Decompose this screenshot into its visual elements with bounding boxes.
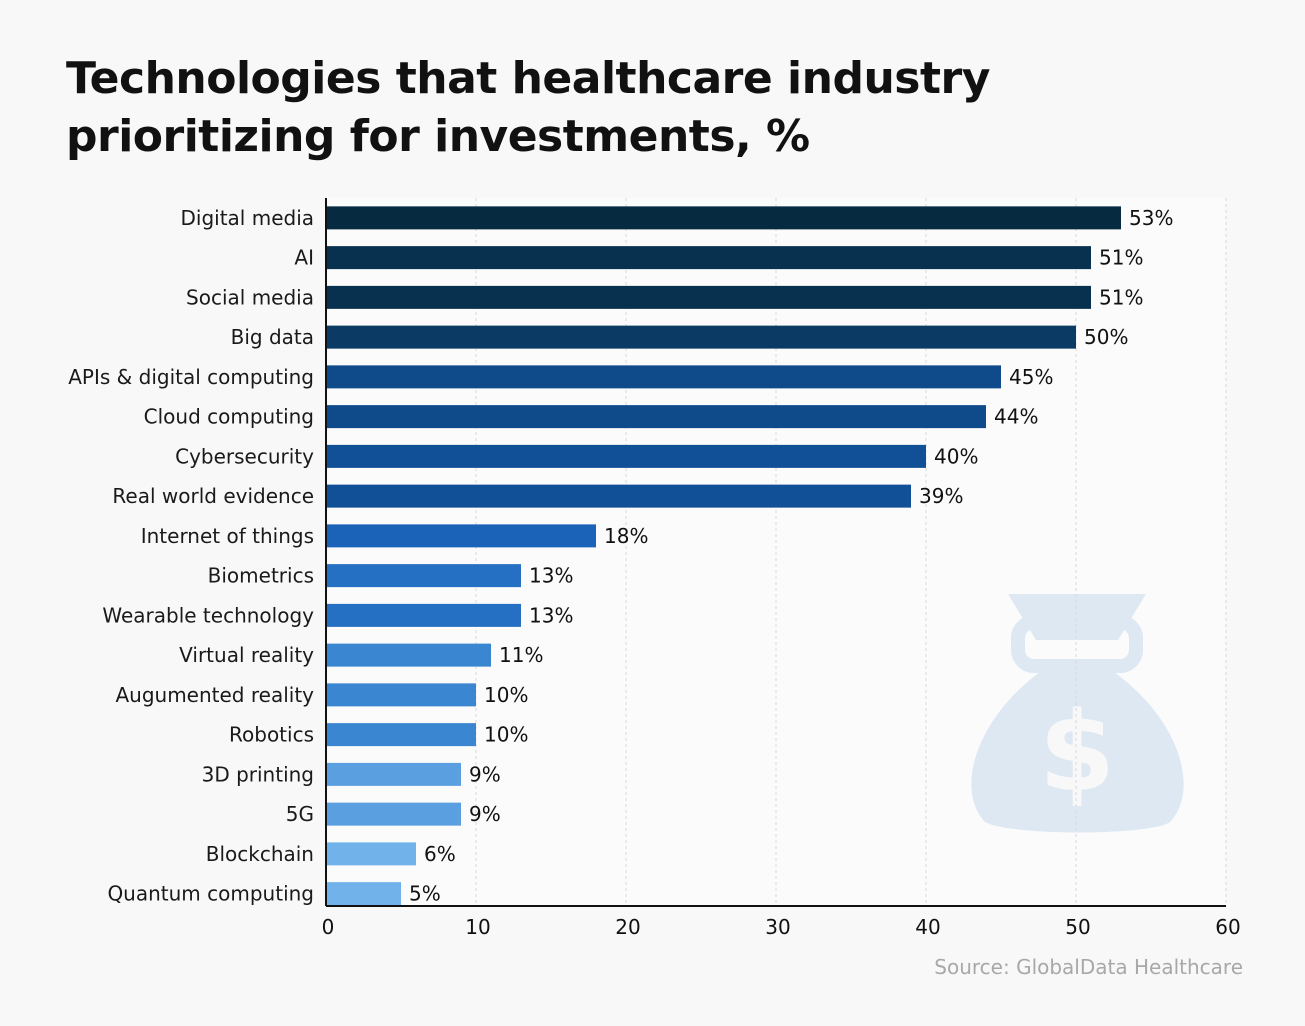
data-label: 53% — [1129, 206, 1173, 230]
bar — [326, 882, 401, 906]
bar — [326, 842, 416, 866]
data-label: 51% — [1099, 285, 1143, 309]
bar — [326, 206, 1121, 230]
bar — [326, 683, 476, 707]
x-tick-label: 60 — [1215, 915, 1240, 939]
data-label: 18% — [604, 524, 648, 548]
category-label: Robotics — [229, 723, 314, 747]
bar — [326, 723, 476, 747]
category-label: Digital media — [180, 206, 314, 230]
svg-text:$: $ — [1039, 688, 1116, 816]
bar — [326, 246, 1091, 270]
category-label: Cybersecurity — [175, 444, 314, 468]
data-label: 9% — [469, 802, 501, 826]
x-tick-label: 30 — [765, 915, 790, 939]
bar — [326, 484, 911, 508]
category-label: Blockchain — [206, 842, 314, 866]
bar — [326, 285, 1091, 309]
data-label: 5% — [409, 882, 441, 906]
x-tick-label: 50 — [1065, 915, 1090, 939]
category-label: Social media — [186, 285, 314, 309]
bar — [326, 603, 521, 627]
bar — [326, 762, 461, 786]
category-label: Big data — [231, 325, 314, 349]
category-label: 5G — [286, 802, 314, 826]
bar — [326, 564, 521, 588]
data-label: 39% — [919, 484, 963, 508]
chart-title: Technologies that healthcare industry pr… — [66, 53, 990, 162]
x-tick-label: 40 — [915, 915, 940, 939]
bar — [326, 444, 926, 468]
category-label: APIs & digital computing — [68, 365, 314, 389]
x-tick-label: 20 — [615, 915, 640, 939]
data-label: 45% — [1009, 365, 1053, 389]
bar — [326, 802, 461, 826]
bar — [326, 365, 1001, 389]
data-label: 40% — [934, 444, 978, 468]
data-label: 6% — [424, 842, 456, 866]
category-label: 3D printing — [202, 762, 314, 786]
bar — [326, 524, 596, 548]
category-label: AI — [294, 246, 314, 270]
category-label: Internet of things — [141, 524, 314, 548]
category-label: Cloud computing — [144, 405, 314, 429]
bar — [326, 325, 1076, 349]
x-tick-label: 0 — [322, 915, 335, 939]
category-label: Real world evidence — [112, 484, 314, 508]
data-label: 44% — [994, 405, 1038, 429]
data-label: 13% — [529, 564, 573, 588]
bar — [326, 643, 491, 667]
data-label: 11% — [499, 643, 543, 667]
data-label: 10% — [484, 683, 528, 707]
x-tick-label: 10 — [465, 915, 490, 939]
category-label: Augumented reality — [115, 683, 314, 707]
data-label: 50% — [1084, 325, 1128, 349]
data-label: 13% — [529, 603, 573, 627]
category-label: Quantum computing — [107, 882, 314, 906]
data-label: 9% — [469, 762, 501, 786]
category-label: Wearable technology — [102, 603, 314, 627]
bar — [326, 405, 986, 429]
data-label: 51% — [1099, 246, 1143, 270]
data-label: 10% — [484, 723, 528, 747]
money-bag-dollar-icon: $ — [971, 594, 1184, 833]
source-note: Source: GlobalData Healthcare — [934, 955, 1243, 979]
category-label: Virtual reality — [179, 643, 314, 667]
category-label: Biometrics — [208, 564, 314, 588]
